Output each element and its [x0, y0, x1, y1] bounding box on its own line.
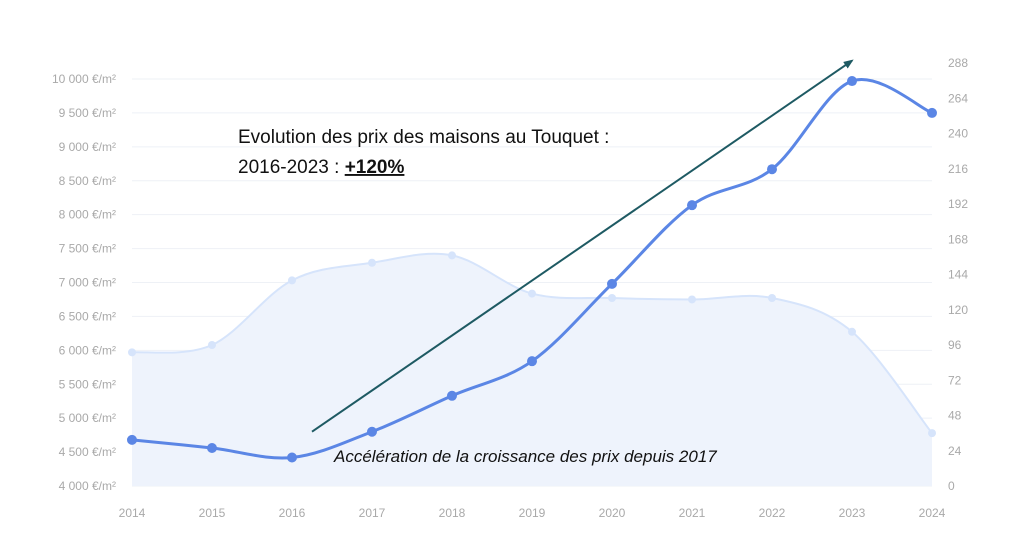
- y-right-tick-label: 48: [948, 409, 962, 423]
- data-point: [528, 289, 536, 298]
- data-point: [207, 443, 217, 454]
- data-point: [367, 426, 377, 437]
- axes: 4 000 €/m² 4 500 €/m² 5 000 €/m² 5 500 €/m²…: [52, 56, 968, 520]
- y-right-tick-label: 72: [948, 373, 962, 387]
- y-right-tick-label: 144: [948, 268, 968, 282]
- data-point: [928, 429, 936, 438]
- y-left-tick-label: 4 000 €/m²: [59, 479, 116, 493]
- y-right-tick-label: 0: [948, 479, 955, 493]
- y-left-tick-label: 8 500 €/m²: [59, 174, 116, 188]
- y-left-tick-label: 4 500 €/m²: [59, 445, 116, 459]
- data-point: [607, 278, 617, 289]
- data-point: [128, 348, 136, 357]
- y-right-tick-label: 96: [948, 338, 962, 352]
- y-left-tick-label: 9 500 €/m²: [59, 106, 116, 120]
- series-group: [127, 76, 937, 463]
- x-tick-label: 2022: [759, 506, 786, 520]
- y-right-tick-label: 192: [948, 197, 968, 211]
- x-tick-label: 2018: [439, 506, 466, 520]
- y-right-tick-label: 120: [948, 303, 968, 317]
- data-point: [688, 295, 696, 304]
- data-point: [447, 390, 457, 401]
- data-point: [127, 434, 137, 445]
- x-tick-label: 2015: [199, 506, 226, 520]
- y-left-tick-label: 6 000 €/m²: [59, 343, 116, 357]
- y-left-tick-label: 7 000 €/m²: [59, 276, 116, 290]
- y-left-tick-label: 6 500 €/m²: [59, 309, 116, 323]
- x-tick-label: 2024: [919, 506, 946, 520]
- data-point: [927, 107, 937, 118]
- annotation-period: 2016-2023 :: [238, 157, 345, 178]
- trend-arrow: [311, 59, 854, 433]
- y-right-tick-label: 240: [948, 127, 968, 141]
- series-line: [131, 78, 933, 460]
- y-left-tick-label: 9 000 €/m²: [59, 140, 116, 154]
- data-point: [527, 356, 537, 367]
- y-left-tick-label: 5 000 €/m²: [59, 411, 116, 425]
- data-point: [767, 164, 777, 175]
- x-tick-label: 2019: [519, 506, 546, 520]
- x-tick-label: 2020: [599, 506, 626, 520]
- y-left-tick-label: 5 500 €/m²: [59, 377, 116, 391]
- annotations: Evolution des prix des maisons au Touque…: [238, 59, 854, 466]
- annotation-title-line1: Evolution des prix des maisons au Touque…: [238, 127, 609, 148]
- y-left-tick-label: 8 000 €/m²: [59, 208, 116, 222]
- annotation-growth-value: +120%: [345, 157, 405, 178]
- data-point: [208, 341, 216, 349]
- x-tick-label: 2014: [119, 506, 146, 520]
- y-right-tick-label: 24: [948, 444, 962, 458]
- y-left-tick-label: 7 500 €/m²: [59, 242, 116, 256]
- data-point: [848, 327, 856, 336]
- annotation-title-line2: 2016-2023 : +120%: [238, 157, 404, 178]
- data-point: [287, 452, 297, 463]
- data-point: [687, 200, 697, 211]
- data-point: [448, 251, 456, 260]
- data-point: [288, 276, 296, 285]
- y-right-tick-label: 264: [948, 91, 968, 105]
- data-point: [847, 76, 857, 87]
- y-right-tick-label: 216: [948, 162, 968, 176]
- data-point: [608, 294, 616, 302]
- y-right-tick-label: 288: [948, 56, 968, 70]
- x-tick-label: 2016: [279, 506, 306, 520]
- x-tick-label: 2017: [359, 506, 386, 520]
- series-area-fill: [132, 253, 932, 486]
- x-tick-label: 2021: [679, 506, 706, 520]
- annotation-caption: Accélération de la croissance des prix d…: [333, 447, 717, 466]
- y-left-tick-label: 10 000 €/m²: [52, 72, 116, 86]
- data-point: [368, 258, 376, 267]
- secondary-series-area: [128, 251, 936, 486]
- x-tick-label: 2023: [839, 506, 866, 520]
- data-point: [768, 294, 776, 302]
- y-right-tick-label: 168: [948, 232, 968, 246]
